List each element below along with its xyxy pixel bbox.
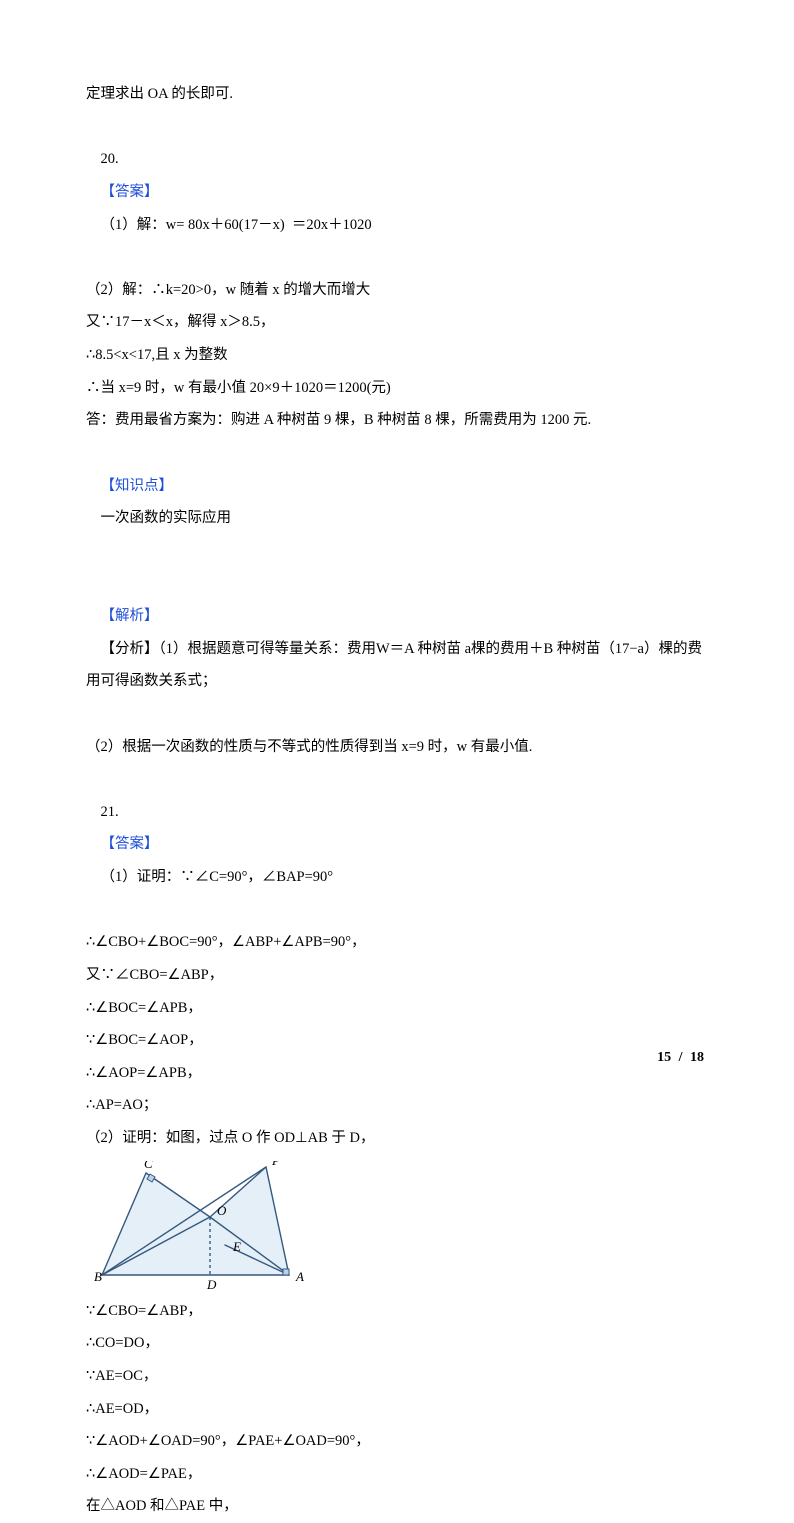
text-line: 【知识点】 一次函数的实际应用 <box>86 437 708 568</box>
page-number-current: 15 <box>657 1050 671 1065</box>
text-line: （2）解：∴k=20>0，w 随着 x 的增大而增大 <box>86 274 708 307</box>
svg-text:B: B <box>94 1269 102 1284</box>
text-line: 答：费用最省方案为：购进 A 种树苗 9 棵，B 种树苗 8 棵，所需费用为 1… <box>86 404 708 437</box>
knowledge-tag: 【知识点】 <box>101 478 174 494</box>
text-line: ∴CO=DO， <box>86 1327 708 1360</box>
text-line: 在△AOD 和△PAE 中， <box>86 1490 708 1523</box>
text-line: 定理求出 OA 的长即可. <box>86 78 708 111</box>
text-line: ∵∠BOC=∠AOP， <box>86 1024 708 1057</box>
text-span: 一次函数的实际应用 <box>101 510 232 526</box>
text-line: ∴当 x=9 时，w 有最小值 20×9＋1020＝1200(元) <box>86 372 708 405</box>
svg-text:D: D <box>206 1277 217 1291</box>
text-line: ∵∠AOD+∠OAD=90°，∠PAE+∠OAD=90°， <box>86 1425 708 1458</box>
text-line: 21. 【答案】 （1）证明：∵∠C=90°，∠BAP=90° <box>86 763 708 926</box>
text-line: ∴8.5<x<17,且 x 为整数 <box>86 339 708 372</box>
text-line: 20. 【答案】 （1）解：w= 80x＋60(17－x) ＝20x＋1020 <box>86 111 708 274</box>
question-number: 21. <box>101 804 119 820</box>
text-span: （1）证明：∵∠C=90°，∠BAP=90° <box>101 869 334 885</box>
svg-text:E: E <box>232 1239 241 1254</box>
text-line: 又∵17－x＜x，解得 x＞8.5， <box>86 306 708 339</box>
geometry-diagram: B C O E D A P <box>94 1161 708 1291</box>
text-line: 【解析】 【分析】（1）根据题意可得等量关系：费用W＝A 种树苗 a棵的费用＋B… <box>86 567 708 730</box>
svg-text:A: A <box>295 1269 304 1284</box>
text-line: ∵∠CBO=∠ABP， <box>86 1295 708 1328</box>
question-number: 20. <box>101 151 119 167</box>
geometry-svg: B C O E D A P <box>94 1161 319 1291</box>
svg-text:C: C <box>144 1161 153 1171</box>
text-line: ∴∠AOD=∠PAE， <box>86 1458 708 1491</box>
text-line: ∴∠BOC=∠APB， <box>86 992 708 1025</box>
text-line: ∵AE=OC， <box>86 1360 708 1393</box>
text-span: 【分析】（1）根据题意可得等量关系：费用W＝A 种树苗 a棵的费用＋B 种树苗（… <box>86 641 702 690</box>
svg-text:P: P <box>271 1161 280 1168</box>
text-line: ∴∠AOP=∠APB， <box>86 1057 708 1090</box>
page-number-total: 18 <box>690 1050 704 1065</box>
page-root: 定理求出 OA 的长即可. 20. 【答案】 （1）解：w= 80x＋60(17… <box>0 0 794 1123</box>
text-line: ∴∠CBO+∠BOC=90°，∠ABP+∠APB=90°， <box>86 926 708 959</box>
text-line: （2）根据一次函数的性质与不等式的性质得到当 x=9 时，w 有最小值. <box>86 731 708 764</box>
page-number-sep: / <box>675 1050 687 1065</box>
text-span: （1）解：w= 80x＋60(17－x) ＝20x＋1020 <box>101 217 372 233</box>
text-line: ∴AE=OD， <box>86 1393 708 1426</box>
text-line: 又∵∠CBO=∠ABP， <box>86 959 708 992</box>
page-footer: 15 / 18 <box>657 1042 704 1074</box>
text-line: （2）证明：如图，过点 O 作 OD⊥AB 于 D， <box>86 1122 708 1155</box>
text-line: ∴AP=AO； <box>86 1089 708 1122</box>
analysis-tag: 【解析】 <box>101 608 159 624</box>
svg-text:O: O <box>217 1203 227 1218</box>
answer-tag: 【答案】 <box>101 184 159 200</box>
answer-tag: 【答案】 <box>101 836 159 852</box>
